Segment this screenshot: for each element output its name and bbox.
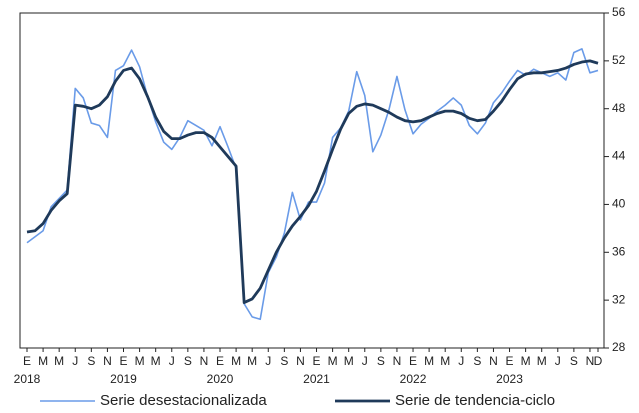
x-tick-label: J — [555, 354, 561, 368]
plot-frame — [19, 12, 605, 349]
x-tick-label: M — [151, 354, 161, 368]
x-tick-label: M — [54, 354, 64, 368]
y-tick-label: 32 — [612, 292, 626, 306]
x-tick-label: M — [521, 354, 531, 368]
x-tick-label: S — [280, 354, 288, 368]
series-line — [26, 59, 599, 304]
x-tick-label: N — [103, 354, 112, 368]
x-tick-label: N — [586, 354, 595, 368]
x-tick-label: J — [265, 354, 271, 368]
x-tick-label: M — [537, 354, 547, 368]
x-tick-label: E — [119, 354, 127, 368]
year-label: 2021 — [303, 372, 330, 386]
x-tick-label: J — [362, 354, 368, 368]
y-tick-label: 40 — [612, 197, 626, 211]
y-tick-label: 36 — [612, 244, 626, 258]
x-tick-label: E — [313, 354, 321, 368]
x-tick-label: M — [328, 354, 338, 368]
y-tick-label: 48 — [612, 101, 626, 115]
x-tick-label: M — [440, 354, 450, 368]
x-tick-label: E — [409, 354, 417, 368]
x-tick-label: S — [184, 354, 192, 368]
x-tick-label: M — [424, 354, 434, 368]
x-tick-label: M — [38, 354, 48, 368]
x-tick-label: E — [23, 354, 31, 368]
x-tick-label: S — [570, 354, 578, 368]
x-tick-label: J — [458, 354, 464, 368]
x-tick-label: S — [87, 354, 95, 368]
x-tick-label: N — [489, 354, 498, 368]
x-tick-label: D — [594, 354, 603, 368]
year-label: 2019 — [110, 372, 137, 386]
legend-label: Serie de tendencia-ciclo — [395, 392, 555, 409]
y-tick-label: 56 — [612, 5, 626, 19]
x-tick-label: N — [200, 354, 209, 368]
x-tick-label: M — [344, 354, 354, 368]
y-tick-label: 52 — [612, 53, 626, 67]
x-tick-label: E — [506, 354, 514, 368]
series-line — [26, 48, 599, 321]
year-label: 2018 — [14, 372, 41, 386]
year-label: 2020 — [207, 372, 234, 386]
x-tick-label: M — [247, 354, 257, 368]
x-tick-label: M — [231, 354, 241, 368]
x-tick-label: E — [216, 354, 224, 368]
y-tick-label: 44 — [612, 149, 626, 163]
year-label: 2023 — [496, 372, 523, 386]
year-label: 2022 — [400, 372, 427, 386]
x-tick-label: S — [473, 354, 481, 368]
x-tick-label: S — [377, 354, 385, 368]
legend-label: Serie desestacionalizada — [100, 392, 267, 409]
x-tick-label: M — [135, 354, 145, 368]
x-tick-label: N — [393, 354, 402, 368]
y-tick-label: 28 — [612, 340, 626, 354]
x-tick-label: J — [72, 354, 78, 368]
x-tick-label: N — [296, 354, 305, 368]
x-tick-label: J — [169, 354, 175, 368]
